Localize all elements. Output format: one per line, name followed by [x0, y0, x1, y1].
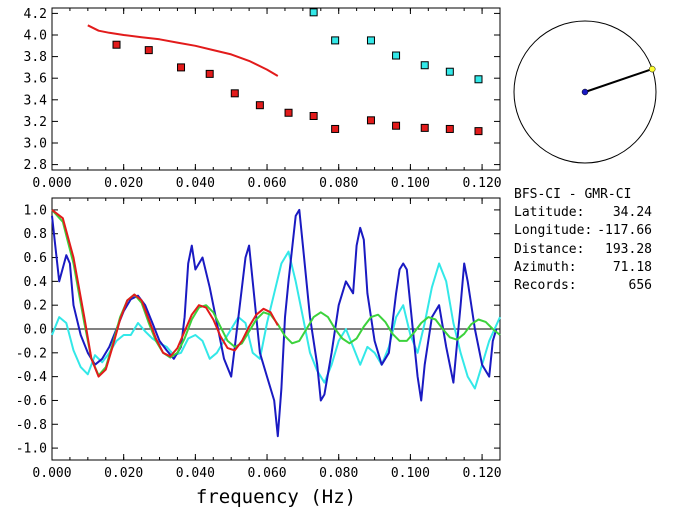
correlation-y-tick-label: -1.0	[16, 442, 47, 457]
correlation-cyan-line	[51, 250, 501, 390]
dispersion-axis-ticks: 0.000 0.020 0.040 0.060 0.080 0.100 0.120 2.8 3.…	[24, 7, 502, 191]
dispersion-y-tick-label: 4.2	[24, 7, 47, 22]
correlation-x-tick-label: 0.100	[391, 466, 430, 481]
dispersion-red-marker	[255, 101, 264, 110]
correlation-green-line	[51, 209, 501, 377]
dispersion-red-marker	[366, 116, 375, 125]
dispersion-x-tick-label: 0.000	[32, 176, 71, 191]
dispersion-red-marker	[420, 123, 429, 132]
dispersion-x-tick-label: 0.100	[391, 176, 430, 191]
dispersion-y-tick-label: 3.0	[24, 137, 47, 152]
dispersion-cyan-marker	[445, 67, 454, 76]
distance-row: Distance: 193.28	[514, 241, 684, 259]
distance-value: 193.28	[605, 241, 652, 257]
station-pair-title: BFS-CI - GMR-CI	[514, 187, 632, 202]
x-axis-label: frequency (Hz)	[196, 486, 356, 508]
dispersion-red-marker	[144, 46, 153, 55]
dispersion-x-tick-label: 0.060	[247, 176, 286, 191]
correlation-x-tick-label: 0.080	[319, 466, 358, 481]
correlation-y-tick-label: -0.4	[16, 370, 47, 385]
correlation-red-line	[51, 209, 279, 378]
latitude-label: Latitude:	[514, 205, 585, 221]
correlation-x-tick-label: 0.040	[176, 466, 215, 481]
dispersion-red-line	[87, 24, 279, 77]
correlation-y-tick-label: 0.6	[24, 251, 47, 266]
correlation-y-tick-label: 0.0	[24, 323, 47, 338]
correlation-y-tick-label: -0.6	[16, 394, 47, 409]
azimuth-dial	[513, 20, 657, 164]
dispersion-red-marker	[331, 124, 340, 133]
dispersion-x-tick-label: 0.040	[176, 176, 215, 191]
dial-center-dot	[581, 88, 589, 96]
dispersion-red-marker	[309, 112, 318, 120]
dispersion-panel: 0.000 0.020 0.040 0.060 0.080 0.100 0.120 2.8 3.…	[24, 7, 502, 191]
dispersion-red-marker	[284, 108, 293, 117]
dispersion-cyan-marker	[331, 36, 340, 45]
dispersion-red-marker	[112, 40, 121, 49]
dispersion-cyan-marker	[474, 75, 483, 84]
correlation-axis-ticks: 0.000 0.020 0.040 0.060 0.080 0.100 0.120 1.0 0.…	[16, 198, 502, 481]
dispersion-cyan-marker	[309, 8, 318, 17]
correlation-x-tick-label: 0.000	[32, 466, 71, 481]
dispersion-plot-frame	[51, 7, 501, 171]
dispersion-red-marker	[445, 124, 454, 133]
dispersion-cyan-marker	[366, 36, 375, 45]
azimuth-row: Azimuth: 71.18	[514, 259, 684, 277]
correlation-series	[51, 208, 501, 438]
correlation-y-tick-label: 0.4	[24, 275, 48, 290]
azimuth-label: Azimuth:	[514, 259, 577, 275]
records-label: Records:	[514, 277, 577, 293]
correlation-panel: 0.000 0.020 0.040 0.060 0.080 0.100 0.120 1.0 0.…	[16, 197, 502, 508]
dispersion-y-tick-label: 3.2	[24, 115, 47, 130]
correlation-y-tick-label: -0.8	[16, 418, 47, 433]
correlation-y-tick-label: -0.2	[16, 346, 47, 361]
dispersion-red-marker	[230, 89, 239, 98]
dispersion-red-marker	[392, 121, 401, 130]
latitude-value: 34.24	[612, 205, 652, 221]
correlation-x-tick-label: 0.060	[247, 466, 286, 481]
dispersion-y-tick-label: 3.4	[24, 93, 48, 108]
records-value: 656	[628, 277, 652, 293]
dispersion-cyan-marker	[420, 61, 429, 70]
dispersion-y-tick-label: 3.8	[24, 50, 47, 65]
dispersion-y-tick-label: 4.0	[24, 29, 47, 44]
station-info-panel: BFS-CI - GMR-CI Latitude: 34.24 Longitude…	[514, 186, 684, 295]
distance-label: Distance:	[514, 241, 585, 257]
records-row: Records: 656	[514, 277, 684, 295]
dispersion-red-marker	[205, 69, 214, 78]
dispersion-series	[87, 8, 483, 136]
dispersion-red-marker	[177, 63, 186, 72]
azimuth-value: 71.18	[612, 259, 652, 275]
dispersion-cyan-marker	[392, 51, 401, 60]
longitude-label: Longitude:	[514, 223, 593, 239]
correlation-y-tick-label: 0.8	[24, 227, 47, 242]
correlation-y-tick-label: 1.0	[24, 203, 47, 218]
azimuth-line	[584, 68, 653, 93]
dispersion-red-marker	[474, 127, 483, 136]
latitude-row: Latitude: 34.24	[514, 204, 684, 222]
dispersion-x-tick-label: 0.020	[104, 176, 143, 191]
dispersion-y-tick-label: 2.8	[24, 158, 47, 173]
dispersion-y-tick-label: 3.6	[24, 72, 47, 87]
correlation-y-tick-label: 0.2	[24, 299, 47, 314]
dispersion-x-tick-label: 0.080	[319, 176, 358, 191]
longitude-row: Longitude: -117.66	[514, 222, 684, 240]
correlation-x-tick-label: 0.020	[104, 466, 143, 481]
correlation-x-tick-label: 0.120	[463, 466, 502, 481]
longitude-value: -117.66	[597, 223, 652, 239]
dispersion-x-tick-label: 0.120	[463, 176, 502, 191]
dial-circle	[513, 20, 657, 164]
azimuth-end-dot	[648, 65, 656, 73]
